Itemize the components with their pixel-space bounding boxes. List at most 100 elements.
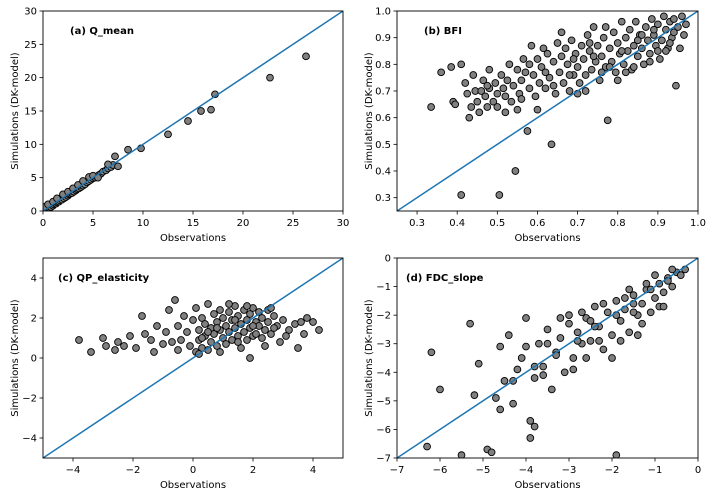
fdc-slope-point-80 xyxy=(621,294,629,302)
fdc-slope-point-32 xyxy=(586,337,595,345)
bfi-point-106 xyxy=(658,36,666,45)
qp-elasticity-xtick-label-4: 4 xyxy=(310,465,316,476)
fdc-slope-point-89 xyxy=(556,314,565,322)
bfi-ylabel: Simulations (DK-model) xyxy=(364,52,375,170)
bfi-ytick-label-1: 0.4 xyxy=(375,167,391,178)
qp-elasticity-point-9 xyxy=(138,312,146,320)
qp-elasticity-point-31 xyxy=(201,320,209,328)
fdc-slope-xtick-label-1: −6 xyxy=(433,465,448,476)
qp-elasticity-point-87 xyxy=(204,328,212,336)
fdc-slope-point-81 xyxy=(642,279,651,288)
bfi-point-22 xyxy=(491,79,500,87)
qp-elasticity-point-19 xyxy=(174,322,182,330)
fdc-slope-point-83 xyxy=(595,337,603,345)
fdc-slope-axes-frame xyxy=(396,257,699,459)
qp-elasticity-point-70 xyxy=(258,314,266,322)
bfi-point-101 xyxy=(647,15,656,23)
bfi-point-47 xyxy=(539,44,548,53)
q-mean-point-75 xyxy=(207,105,215,114)
bfi-point-94 xyxy=(633,52,642,61)
fdc-slope-point-46 xyxy=(646,308,655,317)
bfi-point-146 xyxy=(654,47,662,55)
bfi-point-57 xyxy=(559,79,568,87)
bfi-xtick-label-4: 0.7 xyxy=(570,218,586,229)
fdc-slope-point-21 xyxy=(539,362,548,371)
fdc-slope-ytick-label-6: −1 xyxy=(376,282,391,293)
q-mean-xtick-label-6: 30 xyxy=(337,218,350,229)
bfi-one-to-one-line xyxy=(397,11,698,211)
bfi-point-39 xyxy=(523,127,532,135)
bfi-point-130 xyxy=(662,47,670,55)
fdc-slope-point-37 xyxy=(608,331,616,339)
fdc-slope-xlabel: Observations xyxy=(514,480,580,491)
fdc-slope-point-17 xyxy=(526,417,535,425)
qp-elasticity-point-17 xyxy=(168,338,176,346)
q-mean-point-69 xyxy=(114,162,122,171)
q-mean-xtick-label-2: 10 xyxy=(137,218,150,229)
fdc-slope-point-47 xyxy=(651,294,659,302)
fdc-slope-point-28 xyxy=(569,354,578,362)
qp-elasticity-point-69 xyxy=(258,334,266,342)
bfi-point-27 xyxy=(499,84,508,93)
bfi-point-76 xyxy=(597,52,606,61)
bfi-xlabel: Observations xyxy=(514,233,580,244)
bfi-ytick-label-2: 0.5 xyxy=(375,140,391,151)
bfi-point-17 xyxy=(481,92,490,101)
bfi-point-77 xyxy=(599,33,608,42)
bfi-xtick-label-1: 0.4 xyxy=(449,218,465,229)
fdc-slope-point-15 xyxy=(517,354,526,362)
qp-elasticity-point-102 xyxy=(246,354,254,362)
qp-elasticity-point-83 xyxy=(303,314,311,322)
bfi-xtick-label-3: 0.6 xyxy=(530,218,546,229)
fdc-slope-ytick-label-5: −2 xyxy=(376,311,391,322)
qp-elasticity-point-94 xyxy=(243,302,251,310)
qp-elasticity-point-56 xyxy=(237,344,245,352)
panel-bfi: 0.3 0.4 0.5 0.6 0.7 0.8 0.9 1.0 0.3 0.4 0.5 0.6 0.7 0… xyxy=(364,7,706,245)
bfi-point-136 xyxy=(633,36,642,45)
fdc-slope-point-73 xyxy=(651,271,659,279)
qp-elasticity-point-91 xyxy=(282,332,290,340)
fdc-slope-point-14 xyxy=(513,365,522,374)
fdc-slope-point-79 xyxy=(586,317,595,325)
fdc-slope-xtick-label-3: −4 xyxy=(519,465,534,476)
fdc-slope-ytick-label-2: −5 xyxy=(376,396,391,407)
bfi-point-98 xyxy=(641,23,650,31)
bfi-point-93 xyxy=(631,17,640,26)
q-mean-ytick-label-2: 10 xyxy=(24,140,37,151)
bfi-point-29 xyxy=(503,76,512,85)
fdc-slope-point-69 xyxy=(522,342,530,351)
qp-elasticity-point-3 xyxy=(102,342,110,350)
fdc-slope-xtick-label-0: −7 xyxy=(390,465,405,476)
fdc-slope-point-9 xyxy=(492,394,500,402)
bfi-point-52 xyxy=(549,57,558,66)
bfi-point-31 xyxy=(507,97,516,106)
qp-elasticity-point-92 xyxy=(174,346,182,354)
bfi-ytick-label-5: 0.8 xyxy=(375,60,391,71)
bfi-point-83 xyxy=(611,68,620,77)
bfi-point-6 xyxy=(457,191,466,199)
fdc-slope-point-35 xyxy=(599,345,608,354)
bfi-point-116 xyxy=(678,12,686,21)
qp-elasticity-point-1 xyxy=(87,348,95,356)
bfi-point-119 xyxy=(483,81,492,90)
fdc-slope-point-0 xyxy=(427,348,436,357)
fdc-slope-point-5 xyxy=(470,391,479,399)
fdc-slope-point-74 xyxy=(569,365,578,374)
bfi-point-38 xyxy=(521,68,530,77)
bfi-point-128 xyxy=(629,63,638,71)
fdc-slope-point-41 xyxy=(625,328,634,337)
bfi-ytick-label-7: 1.0 xyxy=(375,7,391,18)
fdc-slope-point-6 xyxy=(474,359,483,368)
fdc-slope-point-1 xyxy=(423,442,431,451)
qp-elasticity-point-44 xyxy=(219,314,227,322)
fdc-slope-point-75 xyxy=(608,354,616,362)
q-mean-point-74 xyxy=(197,107,205,115)
bfi-point-69 xyxy=(583,31,592,39)
fdc-slope-point-11 xyxy=(500,377,509,385)
q-mean-ytick-label-3: 15 xyxy=(24,107,37,118)
panel-q-mean: 0 5 10 15 20 25 30 0 5 10 15 20 25 30 Observations Simu… xyxy=(10,7,349,245)
bfi-point-19 xyxy=(485,65,494,74)
q-mean-ytick-label-5: 25 xyxy=(24,40,37,51)
